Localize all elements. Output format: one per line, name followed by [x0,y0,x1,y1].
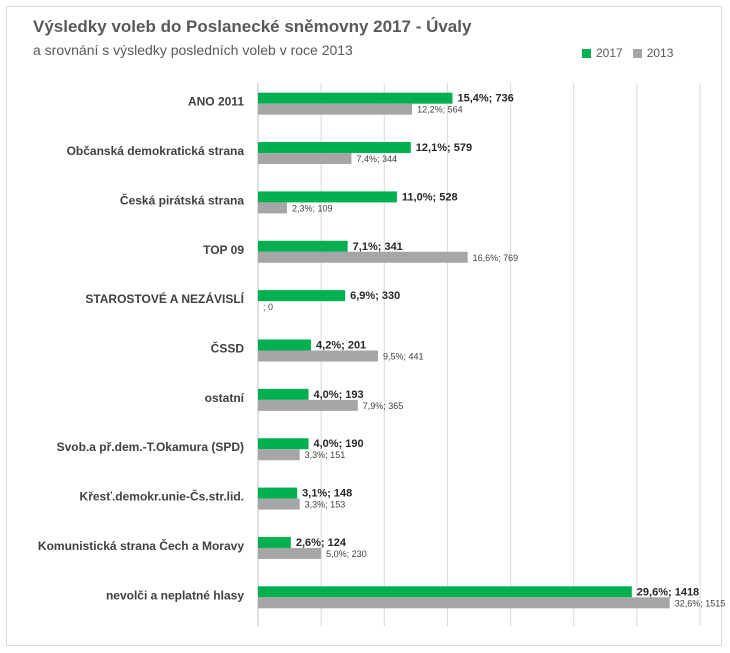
bar-2013 [258,498,300,510]
data-label-2013: 3,3%; 153 [305,500,346,510]
category-label: Křesť.demokr.unie-Čs.str.lid. [80,489,244,504]
bar-2017 [258,388,309,400]
data-label-2013: 16,6%; 769 [473,253,519,263]
data-label-2017: 4,0%; 190 [314,438,364,450]
bar-2017 [258,240,348,252]
legend-swatch-2017 [582,49,591,58]
category-label: Česká pirátská strana [120,192,244,207]
category-label: ČSSD [211,341,245,356]
bar-2013 [258,547,322,559]
bar-2017 [258,92,453,104]
data-label-2013: 3,3%; 151 [305,450,346,460]
category-label: STAROSTOVÉ A NEZÁVISLÍ [85,291,244,306]
chart-legend: 2017 2013 [582,46,683,60]
category-label: TOP 09 [203,243,244,257]
data-label-2013: 2,3%; 109 [292,203,333,213]
bar-2013 [258,103,413,115]
bar-2017 [258,586,632,598]
legend-item-2017: 2017 [582,46,623,60]
category-label: nevolči a neplatné hlasy [106,588,244,602]
bar-2013 [258,153,352,165]
category-label: ANO 2011 [188,95,244,109]
data-label-2013: 5,0%; 230 [326,549,367,559]
data-label-2017: 6,9%; 330 [350,290,400,302]
legend-label-2013: 2013 [646,46,674,60]
data-label-2017: 7,1%; 341 [353,241,403,253]
data-label-2013: 9,5%; 441 [383,352,424,362]
category-label: Komunistická strana Čech a Moravy [38,538,244,553]
category-label: ostatní [205,391,245,405]
data-label-2017: 11,0%; 528 [402,191,458,203]
legend-label-2017: 2017 [596,46,623,60]
bar-2017 [258,339,312,351]
data-label-2013: 32,6%; 1515 [675,598,726,608]
chart-subtitle: a srovnání s výsledky posledních voleb v… [33,42,353,58]
bar-2013 [258,251,468,263]
bar-2017 [258,290,346,302]
bar-2017 [258,438,309,450]
bar-2013 [258,399,358,411]
bar-2017 [258,487,298,499]
bar-2013 [258,449,300,461]
bar-2017 [258,536,291,548]
data-label-2017: 2,6%; 124 [296,537,347,549]
data-label-2017: 4,0%; 193 [314,389,364,401]
data-label-2013: ; 0 [263,302,273,312]
data-label-2017: 4,2%; 201 [316,340,366,352]
bar-2013 [258,350,378,362]
legend-swatch-2013 [632,49,642,58]
data-label-2013: 7,9%; 365 [363,401,404,411]
category-label: Občanská demokratická strana [67,144,245,158]
data-label-2013: 7,4%; 344 [356,154,397,164]
bar-2013 [258,597,670,609]
bar-2013 [258,202,288,214]
bar-2017 [258,191,397,203]
data-label-2017: 29,6%; 1418 [637,586,699,598]
legend-item-2013: 2013 [632,46,674,60]
category-label: Svob.a př.dem.-T.Okamura (SPD) [57,440,244,454]
data-label-2017: 12,1%; 579 [416,142,472,154]
bar-2017 [258,142,411,154]
data-label-2013: 12,2%; 564 [417,105,463,115]
data-label-2017: 15,4%; 736 [457,93,513,105]
data-label-2017: 3,1%; 148 [302,488,352,500]
chart-title: Výsledky voleb do Poslanecké sněmovny 20… [33,17,472,36]
